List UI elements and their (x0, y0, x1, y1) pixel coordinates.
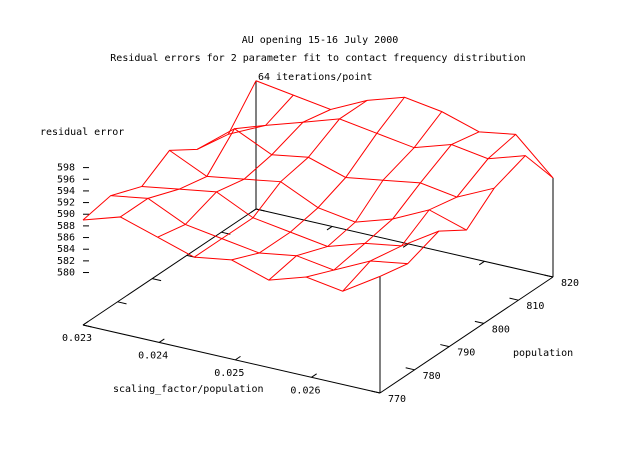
y-tick (543, 274, 554, 278)
x-tick (82, 321, 89, 326)
mesh-column (342, 133, 517, 292)
mesh-column (120, 94, 294, 218)
mesh-row (228, 118, 526, 160)
mesh-column (231, 96, 405, 261)
x-tick (402, 243, 409, 248)
x-tick (235, 355, 241, 361)
z-tick-label: 590 (57, 209, 75, 220)
x-tick-label: 0.023 (62, 333, 92, 344)
y-tick-label: 770 (388, 394, 406, 405)
chart-subtitle: Residual errors for 2 parameter fit to c… (110, 53, 525, 64)
x-tick (311, 373, 317, 378)
z-tick-label: 580 (57, 268, 75, 279)
y-tick-label: 790 (457, 348, 475, 359)
x-tick (250, 208, 257, 213)
mesh-column (82, 80, 257, 221)
y-tick (509, 297, 519, 301)
mesh-row (82, 216, 381, 292)
annotation: 64 iterations/point (258, 72, 372, 83)
z-tick-label: 582 (57, 256, 75, 267)
y-tick (474, 320, 484, 324)
y-tick (117, 301, 127, 305)
y-tick (82, 324, 93, 328)
x-tick-label: 0.025 (214, 368, 244, 379)
z-tick-label: 592 (57, 198, 75, 209)
z-axis-label: residual error (40, 127, 124, 138)
y-tick-label: 810 (526, 301, 544, 312)
axis-line (82, 324, 381, 394)
mesh-row (196, 128, 495, 198)
axis-line (82, 208, 257, 326)
y-tick-label: 780 (423, 371, 441, 382)
y-axis-label: population (513, 348, 573, 359)
x-tick (158, 338, 165, 343)
mesh-row (255, 80, 554, 179)
mesh-column (306, 131, 480, 278)
z-tick-label: 596 (57, 174, 75, 185)
y-tick (370, 390, 381, 394)
z-tick-label: 584 (57, 244, 75, 255)
y-tick (255, 208, 266, 212)
z-tick-label: 594 (57, 186, 75, 197)
x-tick (326, 226, 333, 231)
z-tick-label: 598 (57, 163, 75, 174)
mesh-row (110, 195, 408, 271)
mesh-column (379, 154, 554, 277)
z-tick-label: 588 (57, 221, 75, 232)
mesh-column (268, 111, 443, 281)
y-tick-label: 800 (492, 324, 510, 335)
z-tick-label: 586 (57, 233, 75, 244)
axis-line (255, 208, 554, 278)
y-tick (152, 278, 162, 282)
mesh-column (157, 109, 331, 238)
x-tick-label: 0.026 (290, 385, 320, 396)
x-axis-label: scaling_factor/population (113, 384, 264, 395)
x-tick (478, 260, 485, 266)
y-tick (440, 344, 450, 348)
y-tick-label: 820 (561, 278, 579, 289)
axis-line (379, 276, 554, 394)
x-tick-label: 0.024 (138, 350, 168, 361)
mesh-column (193, 99, 368, 258)
chart-title: AU opening 15-16 July 2000 (242, 35, 399, 46)
y-tick (405, 367, 415, 371)
